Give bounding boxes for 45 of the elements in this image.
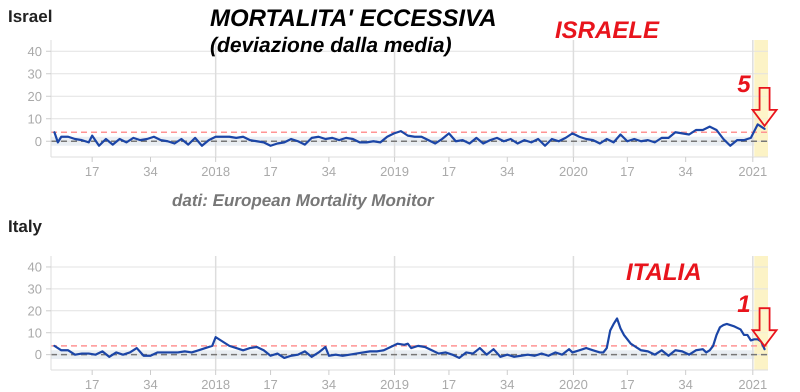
y-tick-label: 30 [28,66,42,82]
x-tick-label: 2019 [380,164,410,179]
x-tick-label: 17 [263,164,278,179]
x-tick-label: 34 [143,164,158,179]
x-tick-label: 34 [143,377,158,392]
y-tick-label: 0 [34,134,42,149]
x-tick-label: 34 [678,164,693,179]
x-tick-label: 2020 [558,377,588,392]
x-tick-label: 34 [500,377,515,392]
annotation: 5 [737,70,752,98]
y-tick-label: 40 [28,44,42,59]
annotation: 1 [737,291,751,318]
y-tick-label: 20 [28,303,42,318]
annotation: ITALIA [626,259,702,286]
text: MORTALITA' ECCESSIVA [210,5,497,32]
x-tick-label: 2019 [380,377,410,392]
line-series [53,123,766,147]
y-tick-label: 30 [28,281,42,296]
x-tick-label: 17 [263,377,278,392]
x-tick-label: 2021 [738,164,768,179]
x-tick-label: 17 [620,377,635,392]
x-tick-label: 17 [84,164,100,179]
x-tick-label: 2018 [201,164,230,179]
y-tick-label: 10 [28,325,42,340]
y-tick-label: 10 [28,111,42,126]
line-series [53,317,766,360]
y-tick-label: 20 [28,88,42,104]
x-tick-label: 17 [84,377,100,392]
x-tick-label: 2018 [201,377,230,392]
x-tick-label: 2020 [558,164,588,179]
text: dati: European Mortality Monitor [172,191,435,210]
chart-title: Italy [8,217,43,236]
y-tick-label: 0 [34,347,42,362]
x-tick-label: 17 [620,164,635,179]
x-tick-label: 17 [442,377,456,392]
x-tick-label: 34 [678,377,693,392]
y-tick-label: 40 [28,260,42,275]
x-tick-label: 34 [322,164,336,179]
annotation: ISRAELE [555,17,660,44]
x-tick-label: 2021 [738,377,768,392]
x-tick-label: 34 [322,377,336,392]
chart-title: Israel [8,7,52,26]
x-tick-label: 34 [500,164,515,179]
annotation: (deviazione dalla media) [210,34,452,57]
x-tick-label: 17 [442,164,456,179]
